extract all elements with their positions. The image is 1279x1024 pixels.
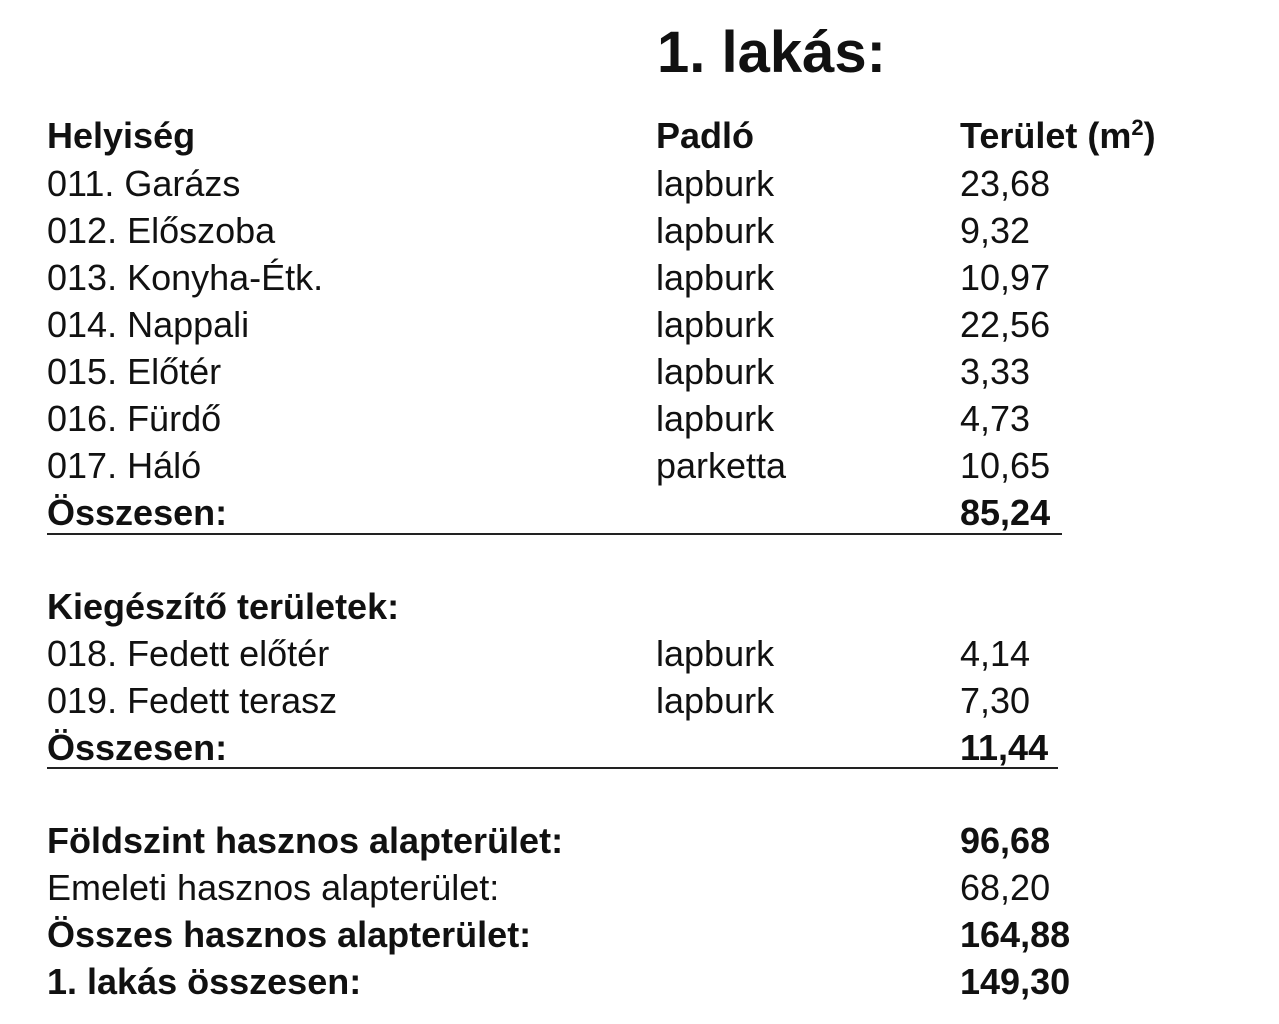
- supplementary-heading: Kiegészítő területek:: [47, 586, 400, 627]
- room-name: 013. Konyha-Étk.: [47, 257, 324, 298]
- summary-value: 149,30: [960, 961, 1071, 1002]
- room-name: 011. Garázs: [47, 163, 241, 204]
- supp-room-area: 4,14: [960, 633, 1031, 674]
- divider: [47, 533, 1062, 535]
- room-area: 10,65: [960, 445, 1051, 486]
- header-area-text: Terület (m: [960, 115, 1132, 156]
- room-name: 017. Háló: [47, 445, 202, 486]
- room-floor: lapburk: [656, 398, 775, 439]
- room-area: 4,73: [960, 398, 1031, 439]
- rooms-total-label: Összesen:: [47, 492, 228, 533]
- room-floor: lapburk: [656, 210, 775, 251]
- room-name: 016. Fürdő: [47, 398, 222, 439]
- room-area: 10,97: [960, 257, 1051, 298]
- room-name: 014. Nappali: [47, 304, 250, 345]
- supp-room-area: 7,30: [960, 680, 1031, 721]
- header-room: Helyiség: [47, 115, 196, 156]
- divider: [47, 767, 1058, 769]
- room-floor: lapburk: [656, 257, 775, 298]
- rooms-total-value: 85,24: [960, 492, 1051, 533]
- header-area: Terület (m2): [960, 112, 1156, 159]
- header-area-sup: 2: [1131, 115, 1144, 140]
- supp-room-name: 018. Fedett előtér: [47, 633, 330, 674]
- room-floor: parketta: [656, 445, 787, 486]
- room-floor: lapburk: [656, 163, 775, 204]
- room-area: 23,68: [960, 163, 1051, 204]
- supp-room-floor: lapburk: [656, 633, 775, 674]
- room-floor: lapburk: [656, 351, 775, 392]
- summary-value: 164,88: [960, 914, 1071, 955]
- room-area: 9,32: [960, 210, 1031, 251]
- room-area: 3,33: [960, 351, 1031, 392]
- room-area: 22,56: [960, 304, 1051, 345]
- header-area-close: ): [1143, 115, 1156, 156]
- summary-label: Összes hasznos alapterület:: [47, 914, 532, 955]
- summary-label: Emeleti hasznos alapterület:: [47, 867, 500, 908]
- summary-value: 96,68: [960, 820, 1051, 861]
- supp-total-value: 11,44: [960, 727, 1049, 768]
- page-title: 1. lakás:: [657, 20, 886, 85]
- header-floor: Padló: [656, 115, 755, 156]
- supp-total-label: Összesen:: [47, 727, 228, 768]
- summary-label: Földszint hasznos alapterület:: [47, 820, 564, 861]
- room-floor: lapburk: [656, 304, 775, 345]
- room-name: 012. Előszoba: [47, 210, 276, 251]
- supp-room-name: 019. Fedett terasz: [47, 680, 338, 721]
- summary-value: 68,20: [960, 867, 1051, 908]
- supp-room-floor: lapburk: [656, 680, 775, 721]
- room-name: 015. Előtér: [47, 351, 222, 392]
- summary-label: 1. lakás összesen:: [47, 961, 362, 1002]
